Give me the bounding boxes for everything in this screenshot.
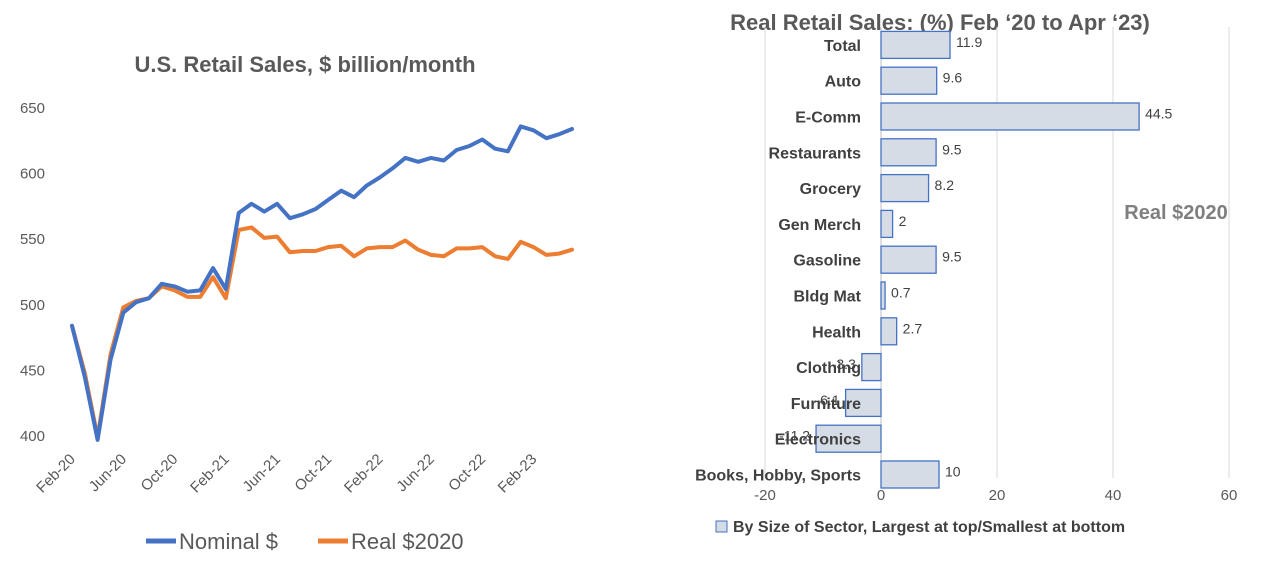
category-label: Auto xyxy=(825,74,862,91)
y-tick-label: 650 xyxy=(20,100,45,117)
data-label: 10 xyxy=(945,464,961,480)
y-tick-label: 500 xyxy=(20,297,45,314)
data-label: -6.1 xyxy=(815,392,839,408)
y-tick-label: 400 xyxy=(20,428,45,445)
data-label: 11.9 xyxy=(956,34,982,50)
bar xyxy=(880,173,930,203)
bar xyxy=(880,317,898,346)
x-tick-label: Jun-21 xyxy=(239,451,283,495)
legend-swatch-sector xyxy=(715,520,728,533)
category-label: E-Comm xyxy=(795,110,861,127)
x-tick-label: 40 xyxy=(1105,487,1122,504)
category-label: Health xyxy=(812,324,861,341)
legend-label-nominal: Nominal $ xyxy=(179,529,278,554)
category-label: Clothing xyxy=(796,360,861,377)
bar xyxy=(880,30,951,60)
data-label: 2 xyxy=(899,213,907,229)
x-tick-label: Feb-21 xyxy=(187,451,233,497)
bar xyxy=(815,424,882,453)
bar xyxy=(880,281,886,310)
x-tick-label: Jun-20 xyxy=(86,451,130,495)
x-tick-label: Feb-20 xyxy=(33,451,79,497)
x-tick-label: -20 xyxy=(754,487,776,504)
data-label: 8.2 xyxy=(935,177,955,193)
data-label: 44.5 xyxy=(1145,106,1172,122)
x-tick-label: Feb-22 xyxy=(341,451,387,497)
y-tick-label: 450 xyxy=(20,362,45,379)
y-tick-label: 550 xyxy=(20,231,45,248)
x-tick-label: 0 xyxy=(877,487,885,504)
bar xyxy=(880,245,937,274)
category-label: Books, Hobby, Sports xyxy=(695,468,861,485)
legend-label-real: Real $2020 xyxy=(351,529,464,554)
bar xyxy=(880,209,894,239)
x-tick-label: Feb-23 xyxy=(495,451,541,497)
bar-chart: Real Retail Sales: (%) Feb ‘20 to Apr ‘2… xyxy=(695,10,1237,536)
data-label: -11.2 xyxy=(779,428,810,444)
bar xyxy=(844,388,882,418)
x-tick-label: Oct-21 xyxy=(291,451,335,495)
category-label: Total xyxy=(824,38,861,55)
line-chart: U.S. Retail Sales, $ billion/month 400 45… xyxy=(20,52,574,554)
data-label: 0.7 xyxy=(891,285,911,301)
x-tick-label: 20 xyxy=(989,487,1006,504)
line-chart-title: U.S. Retail Sales, $ billion/month xyxy=(134,52,475,77)
x-tick-label: 60 xyxy=(1221,487,1238,504)
category-label: Electronics xyxy=(775,432,861,449)
category-label: Gasoline xyxy=(793,253,861,270)
x-tick-label: Oct-22 xyxy=(445,451,489,495)
category-label: Grocery xyxy=(800,181,861,198)
category-label: Restaurants xyxy=(769,145,862,162)
category-label: Gen Merch xyxy=(778,217,861,234)
data-label: 9.5 xyxy=(942,141,962,157)
bar xyxy=(880,138,937,167)
series-line-nominal xyxy=(70,124,574,442)
data-label: -3.3 xyxy=(832,356,856,372)
x-tick-label: Oct-20 xyxy=(138,451,182,495)
bar xyxy=(861,352,882,382)
category-label: Bldg Mat xyxy=(793,289,861,306)
x-tick-label: Jun-22 xyxy=(393,451,437,495)
series-line-real xyxy=(70,225,574,440)
data-label: 9.5 xyxy=(942,249,962,265)
data-label: 2.7 xyxy=(903,320,923,336)
category-label: Furniture xyxy=(791,396,861,413)
bar xyxy=(880,102,1140,131)
series-annotation: Real $2020 xyxy=(1124,202,1227,224)
y-tick-label: 600 xyxy=(20,166,45,183)
legend-label-sector: By Size of Sector, Largest at top/Smalle… xyxy=(733,519,1125,536)
data-label: 9.6 xyxy=(943,70,963,86)
bar xyxy=(880,460,940,489)
bar xyxy=(880,66,938,95)
